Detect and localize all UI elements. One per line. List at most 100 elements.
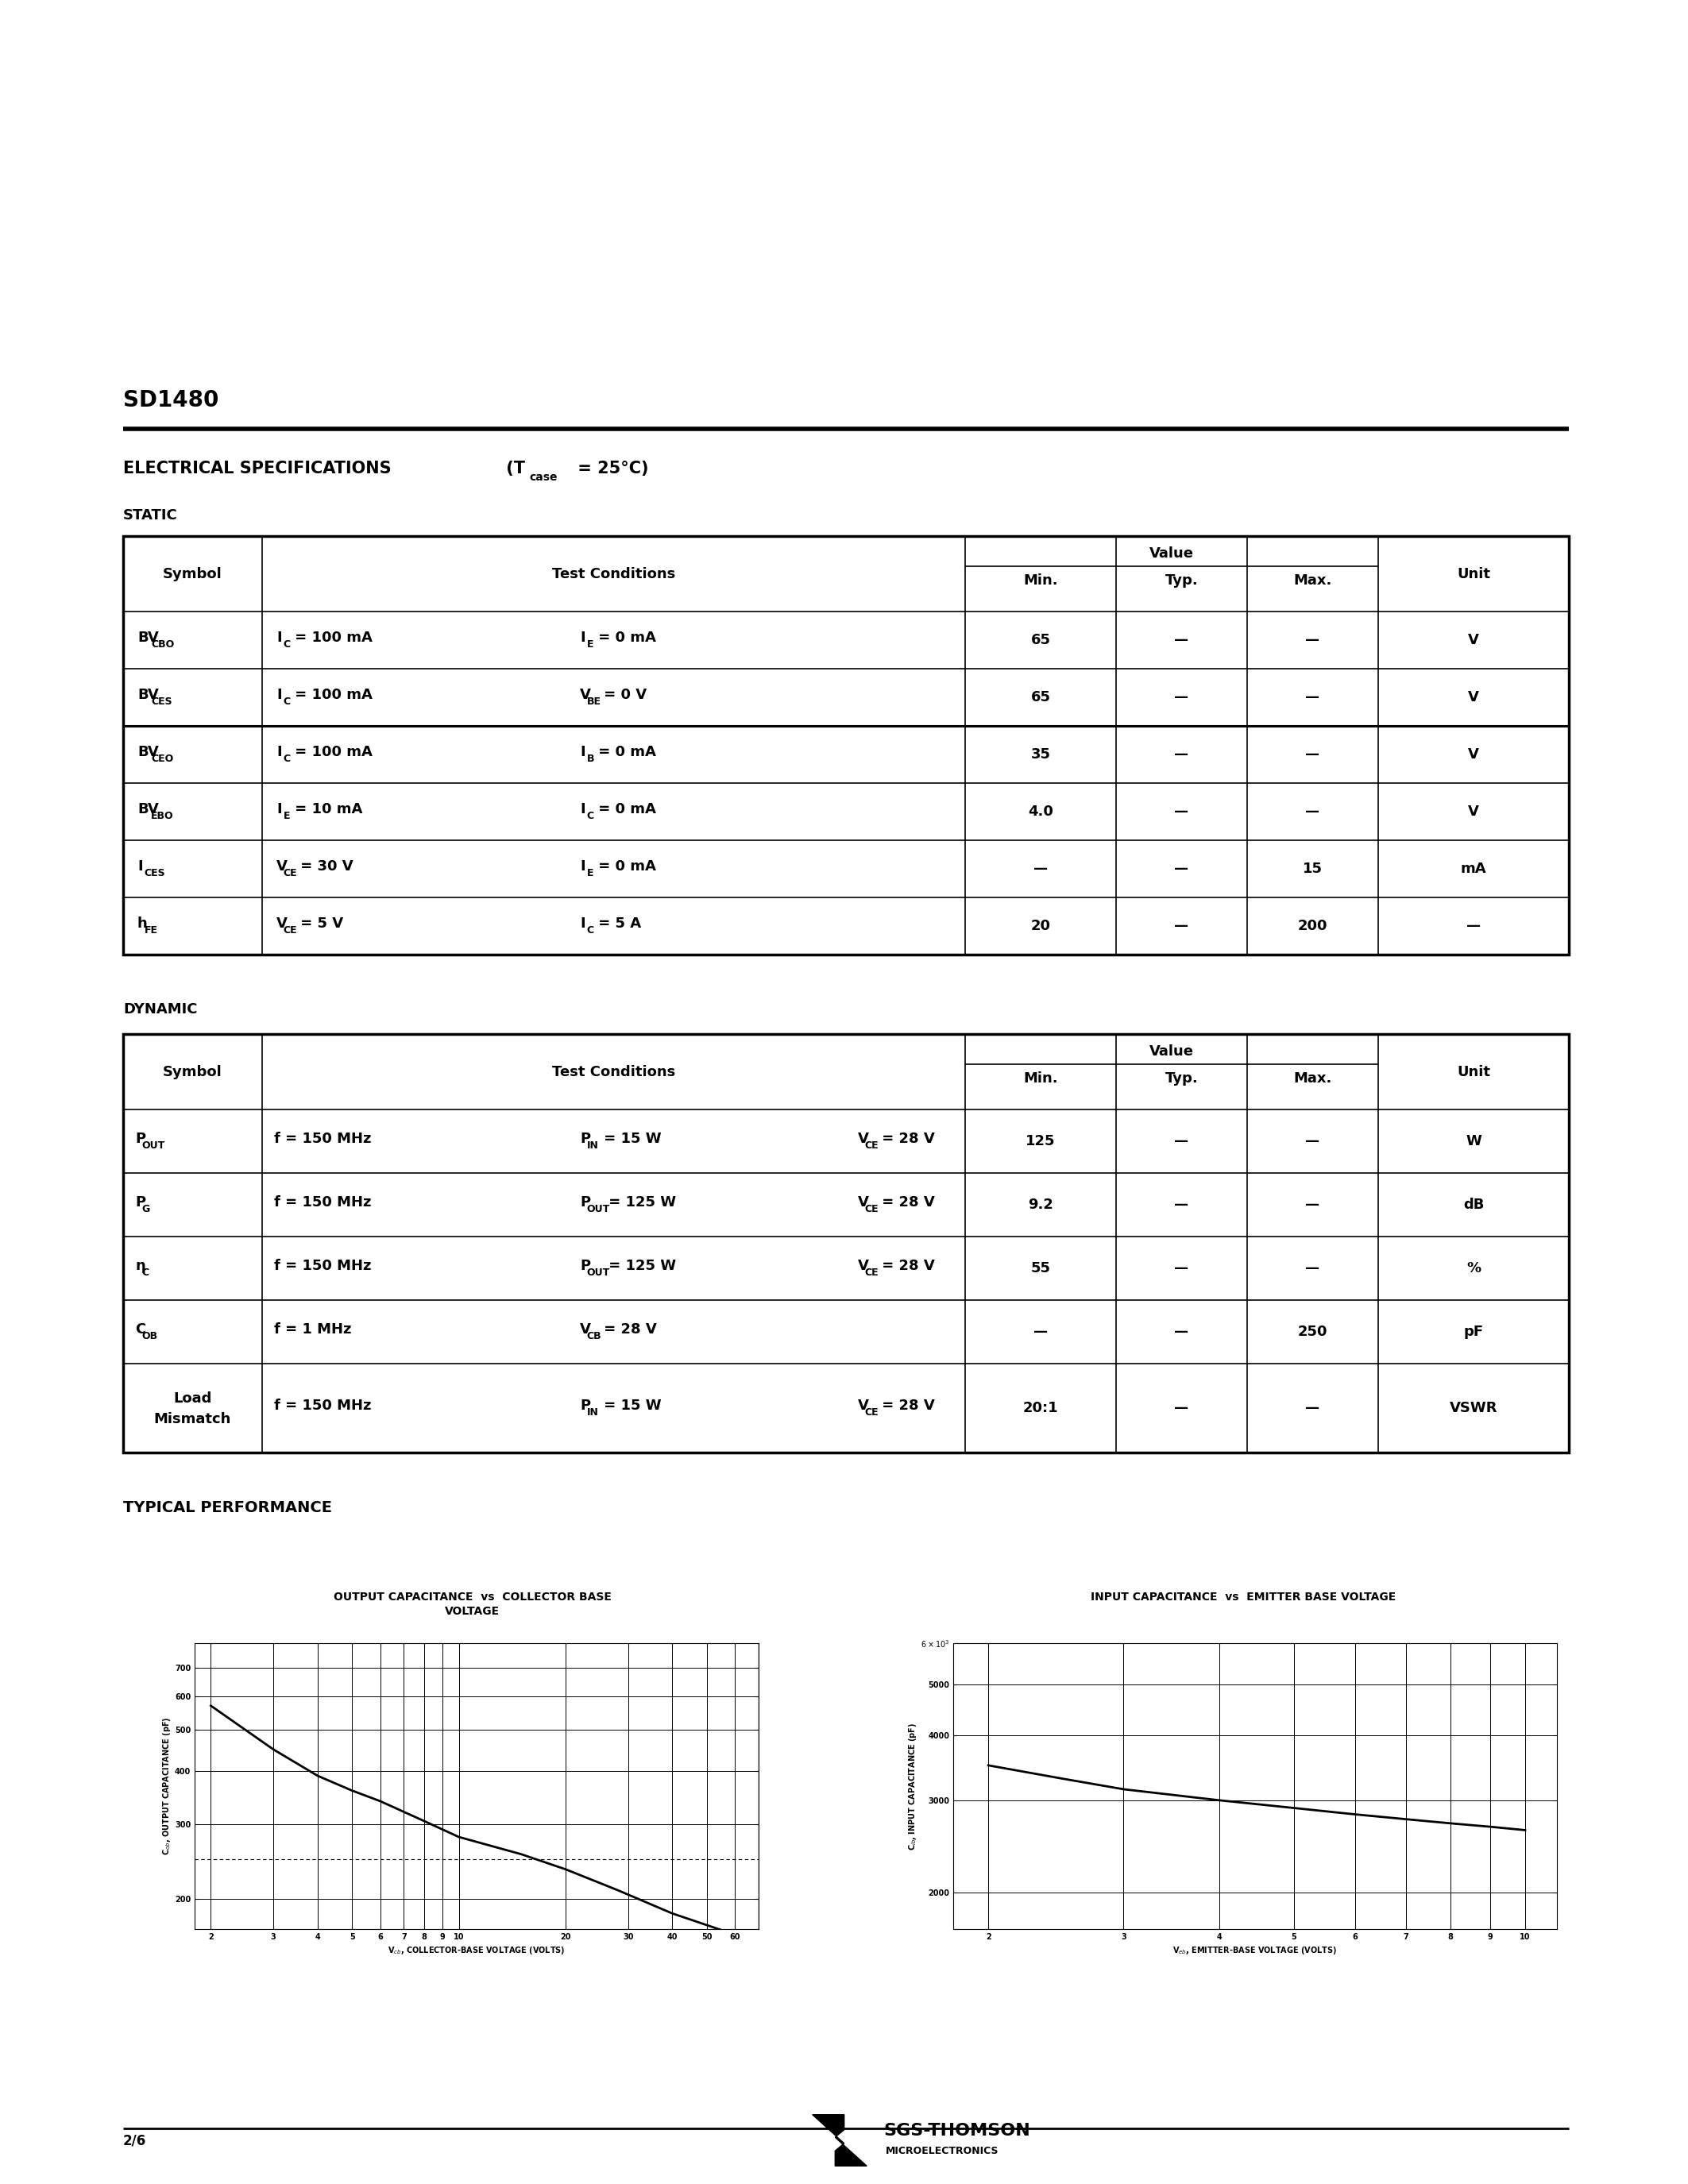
Text: OUTPUT CAPACITANCE  vs  COLLECTOR BASE
VOLTAGE: OUTPUT CAPACITANCE vs COLLECTOR BASE VOL…	[334, 1592, 611, 1618]
Text: OUT: OUT	[587, 1203, 609, 1214]
Text: Max.: Max.	[1293, 574, 1332, 587]
Text: OB: OB	[142, 1330, 157, 1341]
Text: 20:1: 20:1	[1023, 1400, 1058, 1415]
Text: V: V	[1469, 690, 1479, 705]
Text: = 28 V: = 28 V	[599, 1321, 657, 1337]
Text: I: I	[277, 745, 282, 760]
Text: Test Conditions: Test Conditions	[552, 1064, 675, 1079]
Text: SD1480: SD1480	[123, 389, 219, 411]
Text: Symbol: Symbol	[164, 1064, 223, 1079]
Text: (T: (T	[500, 461, 525, 476]
Text: I: I	[581, 802, 586, 817]
Text: CE: CE	[864, 1267, 879, 1278]
Text: C: C	[142, 1267, 149, 1278]
Text: = 125 W: = 125 W	[604, 1195, 677, 1210]
Text: BV: BV	[137, 688, 159, 701]
Text: 20: 20	[1031, 919, 1050, 933]
Text: —: —	[1033, 1326, 1048, 1339]
Text: = 28 V: = 28 V	[876, 1258, 935, 1273]
Text: ELECTRICAL SPECIFICATIONS: ELECTRICAL SPECIFICATIONS	[123, 461, 392, 476]
Text: Unit: Unit	[1457, 1064, 1491, 1079]
Text: %: %	[1467, 1260, 1480, 1275]
Text: STATIC: STATIC	[123, 509, 177, 522]
Text: Load: Load	[174, 1391, 213, 1406]
Text: = 28 V: = 28 V	[876, 1398, 935, 1413]
Text: —: —	[1305, 804, 1320, 819]
Bar	[123, 535, 1568, 954]
Text: —: —	[1467, 919, 1480, 933]
Text: —: —	[1175, 863, 1188, 876]
Text: f = 1 MHz: f = 1 MHz	[273, 1321, 351, 1337]
Text: B: B	[587, 753, 594, 764]
Text: —: —	[1305, 1133, 1320, 1149]
X-axis label: V$_{cb}$, COLLECTOR-BASE VOLTAGE (VOLTS): V$_{cb}$, COLLECTOR-BASE VOLTAGE (VOLTS)	[388, 1946, 565, 1957]
Text: = 100 mA: = 100 mA	[290, 745, 373, 760]
Text: 35: 35	[1031, 747, 1050, 762]
Text: = 125 W: = 125 W	[604, 1258, 677, 1273]
Text: CE: CE	[864, 1406, 879, 1417]
Text: V: V	[1469, 747, 1479, 762]
Text: P: P	[135, 1131, 145, 1147]
Text: —: —	[1305, 1400, 1320, 1415]
Text: = 28 V: = 28 V	[876, 1195, 935, 1210]
Text: C: C	[587, 810, 594, 821]
Text: I: I	[581, 745, 586, 760]
Text: BV: BV	[137, 802, 159, 817]
Text: W: W	[1465, 1133, 1482, 1149]
Text: f = 150 MHz: f = 150 MHz	[273, 1131, 371, 1147]
Text: —: —	[1175, 1400, 1188, 1415]
Text: V: V	[858, 1131, 869, 1147]
Text: V: V	[858, 1258, 869, 1273]
Text: INPUT CAPACITANCE  vs  EMITTER BASE VOLTAGE: INPUT CAPACITANCE vs EMITTER BASE VOLTAG…	[1090, 1592, 1396, 1603]
Text: V: V	[858, 1195, 869, 1210]
Text: I: I	[581, 631, 586, 644]
Text: 200: 200	[1298, 919, 1327, 933]
Text: SGS-THOMSON: SGS-THOMSON	[883, 2123, 1030, 2138]
Text: C: C	[284, 697, 290, 705]
Text: f = 150 MHz: f = 150 MHz	[273, 1398, 371, 1413]
Text: 9.2: 9.2	[1028, 1197, 1053, 1212]
Text: CEO: CEO	[150, 753, 174, 764]
Text: —: —	[1175, 1197, 1188, 1212]
Text: f = 150 MHz: f = 150 MHz	[273, 1258, 371, 1273]
Text: Value: Value	[1150, 1044, 1193, 1059]
Text: —: —	[1305, 1197, 1320, 1212]
Text: = 15 W: = 15 W	[599, 1131, 662, 1147]
Text: —: —	[1175, 804, 1188, 819]
Text: 15: 15	[1303, 863, 1323, 876]
Text: = 30 V: = 30 V	[295, 858, 353, 874]
Text: TYPICAL PERFORMANCE: TYPICAL PERFORMANCE	[123, 1500, 333, 1516]
Text: = 0 mA: = 0 mA	[594, 631, 657, 644]
Text: —: —	[1305, 690, 1320, 705]
Text: η: η	[135, 1258, 145, 1273]
Text: Min.: Min.	[1023, 574, 1058, 587]
Text: E: E	[284, 810, 290, 821]
Text: CB: CB	[587, 1330, 601, 1341]
Text: 250: 250	[1298, 1326, 1327, 1339]
Bar	[123, 1033, 1568, 1452]
Text: V: V	[277, 858, 287, 874]
Text: Value: Value	[1150, 546, 1193, 561]
Text: —: —	[1033, 863, 1048, 876]
X-axis label: V$_{eb}$, EMITTER-BASE VOLTAGE (VOLTS): V$_{eb}$, EMITTER-BASE VOLTAGE (VOLTS)	[1173, 1946, 1337, 1957]
Text: E: E	[587, 640, 594, 649]
Text: CES: CES	[150, 697, 172, 705]
Text: —: —	[1175, 747, 1188, 762]
Text: BV: BV	[137, 745, 159, 760]
Text: 4.0: 4.0	[1028, 804, 1053, 819]
Text: Min.: Min.	[1023, 1072, 1058, 1085]
Text: = 100 mA: = 100 mA	[290, 631, 373, 644]
Text: CE: CE	[284, 867, 297, 878]
Text: 55: 55	[1031, 1260, 1050, 1275]
Text: = 5 V: = 5 V	[295, 917, 343, 930]
Text: C: C	[587, 924, 594, 935]
Text: mA: mA	[1460, 863, 1487, 876]
Text: CBO: CBO	[150, 640, 174, 649]
Text: V: V	[1469, 633, 1479, 646]
Text: = 0 mA: = 0 mA	[594, 858, 657, 874]
Text: MICROELECTRONICS: MICROELECTRONICS	[886, 2145, 999, 2156]
Text: OUT: OUT	[587, 1267, 609, 1278]
Text: 2/6: 2/6	[123, 2134, 147, 2147]
Text: = 0 mA: = 0 mA	[594, 802, 657, 817]
Text: VSWR: VSWR	[1450, 1400, 1497, 1415]
